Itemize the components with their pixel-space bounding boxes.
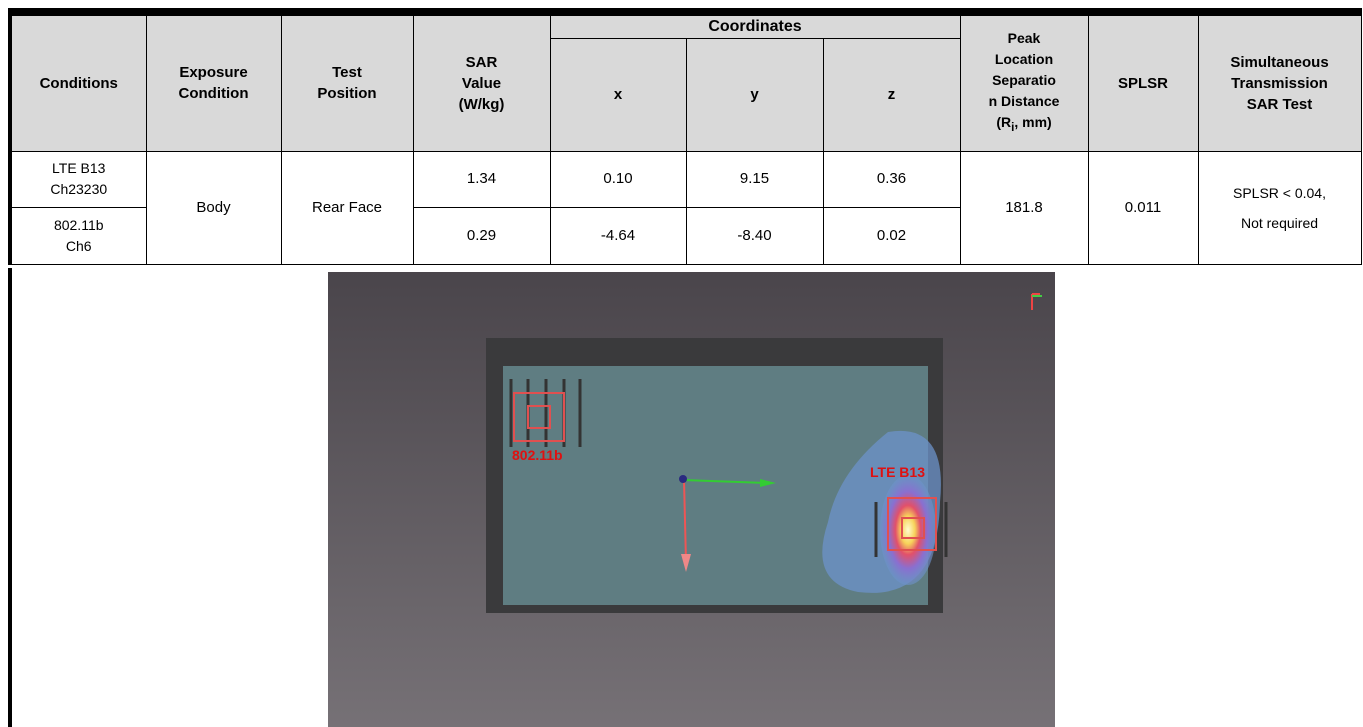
sar-table: Conditions Exposure Condition Test Positio… (8, 8, 1362, 265)
cell: LTE B13 Ch23230 (9, 150, 147, 208)
header: SPLSR (1117, 74, 1168, 92)
annotation: 802.11b (512, 447, 563, 463)
header-cell: SAR Value (W/kg) (412, 11, 551, 152)
cell: 181.8 (959, 150, 1089, 265)
sar-plot-image: 802.11b LTE B13 (328, 272, 1055, 727)
cell: 1.34 (412, 150, 551, 208)
text: LTE B13 (52, 160, 106, 176)
cell: 9.15 (685, 150, 824, 208)
header: SAR (465, 53, 498, 71)
header-cell: Conditions (9, 11, 147, 152)
sar-hotspot (880, 475, 936, 585)
cell: -4.64 (549, 206, 687, 265)
cell: SPLSR < 0.04, Not required (1197, 150, 1362, 265)
header: Exposure (179, 64, 248, 82)
header: Conditions (39, 74, 118, 92)
axis-arrow (760, 479, 776, 487)
text: Not required (1240, 214, 1319, 231)
header: Location (994, 51, 1054, 68)
header: Simultaneous (1230, 53, 1329, 71)
header: n Distance (988, 93, 1060, 110)
border (8, 268, 12, 727)
axis-arrow (681, 554, 691, 572)
header: , mm) (1014, 114, 1052, 131)
header: Transmission (1231, 74, 1328, 92)
header: Value (461, 74, 502, 92)
axis-arrow (682, 479, 769, 484)
cell: Body (145, 150, 282, 265)
header-cell: Simultaneous Transmission SAR Test (1197, 11, 1362, 152)
header-cell: SPLSR (1087, 11, 1199, 152)
header-cell: Coordinates (549, 11, 961, 39)
origin (679, 475, 687, 483)
cell: 0.02 (822, 206, 961, 265)
header: (R (996, 114, 1012, 131)
annotation: LTE B13 (870, 464, 925, 480)
header: Condition (178, 85, 249, 103)
text: SPLSR < 0.04, (1232, 184, 1326, 201)
cell: 0.10 (549, 150, 687, 208)
cell: 0.29 (412, 206, 551, 265)
header: Position (317, 85, 377, 103)
cell: 0.36 (822, 150, 961, 208)
header-cell: Exposure Condition (145, 11, 282, 152)
header-cell: Peak Location Separatio n Distance (Ri, mm) (959, 11, 1089, 152)
header: Peak (1007, 30, 1041, 47)
header: Coordinates (708, 18, 802, 36)
header: Test (332, 64, 362, 82)
header-cell: x (549, 37, 687, 152)
text: 802.11b (53, 216, 104, 233)
header: (W/kg) (458, 95, 505, 113)
header: SAR Test (1246, 95, 1313, 113)
text: Ch23230 (50, 181, 108, 197)
cell: -8.40 (685, 206, 824, 265)
header: Separatio (992, 72, 1056, 89)
cell: 802.11b Ch6 (9, 206, 147, 265)
text: Ch6 (65, 237, 92, 254)
cell: 0.011 (1087, 150, 1199, 265)
header-cell: y (685, 37, 824, 152)
header-cell: z (822, 37, 961, 152)
header: i (1011, 121, 1015, 135)
axis-arrow (683, 479, 687, 563)
header-cell: Test Position (280, 11, 414, 152)
cell: Rear Face (280, 150, 414, 265)
